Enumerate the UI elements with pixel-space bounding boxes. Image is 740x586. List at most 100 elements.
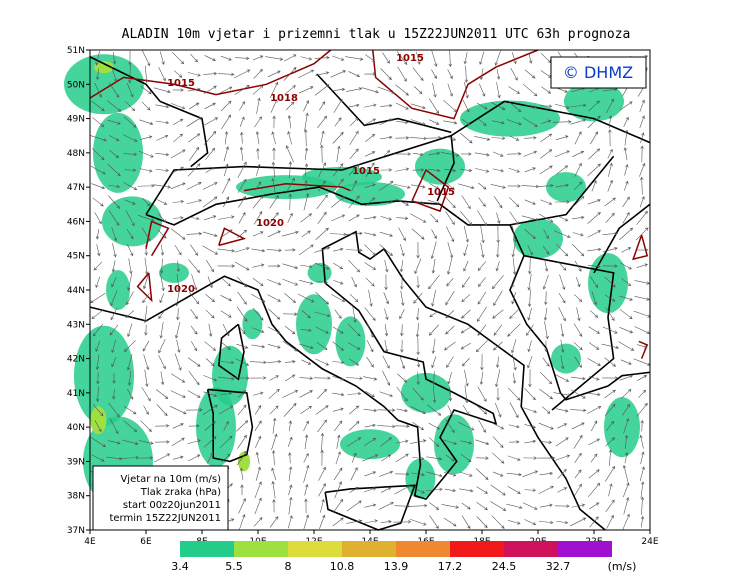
wind-arrow bbox=[144, 244, 148, 256]
wind-arrow bbox=[288, 161, 293, 179]
wind-arrow bbox=[510, 67, 518, 81]
wind-arrow bbox=[318, 466, 326, 481]
wind-arrow bbox=[555, 374, 570, 382]
wind-arrow bbox=[623, 417, 630, 434]
wind-arrow bbox=[272, 115, 276, 128]
wind-arrow bbox=[558, 306, 566, 322]
colorbar: 3.4 5.5 8 10.8 13.9 17.2 24.5 32.7 (m/s) bbox=[171, 541, 636, 573]
wind-arrow bbox=[560, 323, 565, 338]
wind-arrow bbox=[267, 359, 282, 364]
wind-arrow bbox=[271, 161, 276, 178]
wind-arrow bbox=[623, 147, 628, 161]
wind-arrow bbox=[570, 389, 586, 399]
wind-arrow bbox=[490, 501, 507, 511]
wind-arrow bbox=[505, 503, 523, 510]
wind-arrow bbox=[604, 389, 616, 399]
wind-arrow bbox=[378, 180, 394, 191]
wind-arrow bbox=[460, 168, 473, 173]
wind-arrow bbox=[637, 375, 648, 381]
wind-arrow bbox=[496, 242, 500, 258]
wind-arrow bbox=[636, 210, 648, 225]
wind-arrow bbox=[174, 321, 181, 339]
wind-arrow bbox=[126, 82, 134, 98]
wind-arrow bbox=[252, 195, 264, 209]
wind-arrow bbox=[366, 322, 374, 338]
wind-arrow bbox=[524, 69, 536, 79]
wind-arrow bbox=[154, 453, 171, 463]
wind-arrow bbox=[509, 197, 520, 208]
wind-arrow bbox=[634, 295, 650, 301]
wind-arrow bbox=[528, 369, 532, 388]
wind-arrow bbox=[640, 496, 645, 515]
wind-arrow bbox=[496, 387, 500, 401]
wind-arrow bbox=[283, 402, 297, 417]
wind-arrow bbox=[350, 467, 358, 481]
wind-arrow bbox=[528, 52, 533, 64]
wind-arrow bbox=[443, 120, 458, 125]
wind-arrow bbox=[170, 182, 186, 190]
wind-arrow bbox=[170, 390, 186, 398]
wind-arrow bbox=[124, 168, 137, 172]
wind-arrow bbox=[570, 118, 587, 125]
isobar-label: 1020 bbox=[167, 284, 195, 295]
wind-arrow bbox=[363, 376, 378, 381]
wind-arrow bbox=[464, 369, 469, 387]
wind-arrow bbox=[202, 231, 218, 237]
wind-arrow bbox=[317, 115, 327, 129]
wind-arrow bbox=[334, 481, 342, 499]
wind-arrow bbox=[479, 68, 484, 81]
wind-arrow bbox=[206, 260, 215, 273]
wind-arrow bbox=[108, 210, 120, 226]
wind-arrow bbox=[480, 242, 485, 258]
coastline bbox=[159, 100, 209, 168]
wind-arrow bbox=[464, 65, 469, 83]
wind-arrow bbox=[461, 118, 471, 126]
wind-arrow bbox=[239, 146, 244, 161]
wind-arrow bbox=[271, 433, 278, 450]
wind-arrow bbox=[288, 420, 293, 432]
wind-arrow bbox=[318, 483, 326, 497]
wind-arrow bbox=[634, 326, 651, 334]
isobar-label: 1015 bbox=[396, 53, 424, 64]
wind-arrow bbox=[140, 135, 153, 140]
wind-arrow bbox=[203, 375, 218, 382]
wind-arrow bbox=[460, 342, 471, 350]
wind-arrow bbox=[288, 193, 292, 210]
wind-arrow bbox=[461, 195, 471, 210]
wind-patch bbox=[296, 294, 332, 355]
wind-arrow bbox=[268, 308, 281, 320]
wind-arrow bbox=[237, 450, 248, 466]
wind-arrow bbox=[218, 360, 235, 365]
wind-arrow bbox=[447, 242, 454, 259]
wind-arrow bbox=[187, 72, 201, 77]
wind-arrow bbox=[254, 405, 262, 415]
wind-arrow bbox=[557, 468, 567, 479]
colorbar-swatch bbox=[180, 541, 234, 557]
wind-arrow bbox=[217, 264, 236, 268]
wind-arrow bbox=[348, 214, 360, 222]
wind-arrow bbox=[185, 408, 203, 412]
wind-arrow bbox=[303, 100, 310, 112]
wind-arrow bbox=[477, 405, 488, 415]
wind-arrow bbox=[570, 517, 587, 527]
wind-arrow bbox=[476, 516, 488, 529]
wind-arrow bbox=[363, 408, 378, 413]
wind-arrow bbox=[95, 386, 100, 403]
wind-arrow bbox=[521, 215, 539, 222]
wind-arrow bbox=[508, 86, 520, 94]
wind-arrow bbox=[524, 199, 536, 205]
wind-arrow bbox=[365, 390, 375, 398]
wind-arrow bbox=[220, 55, 232, 61]
wind-arrow bbox=[303, 420, 309, 432]
wind-arrow bbox=[543, 229, 549, 240]
wind-arrow bbox=[108, 402, 120, 418]
wind-arrow bbox=[96, 244, 101, 257]
isobar bbox=[89, 49, 332, 99]
wind-arrow bbox=[416, 337, 420, 356]
wind-arrow bbox=[169, 405, 187, 415]
wind-arrow bbox=[394, 424, 410, 428]
wind-arrow bbox=[477, 261, 487, 272]
wind-arrow bbox=[254, 497, 262, 515]
wind-arrow bbox=[153, 87, 171, 94]
wind-arrow bbox=[94, 420, 102, 433]
